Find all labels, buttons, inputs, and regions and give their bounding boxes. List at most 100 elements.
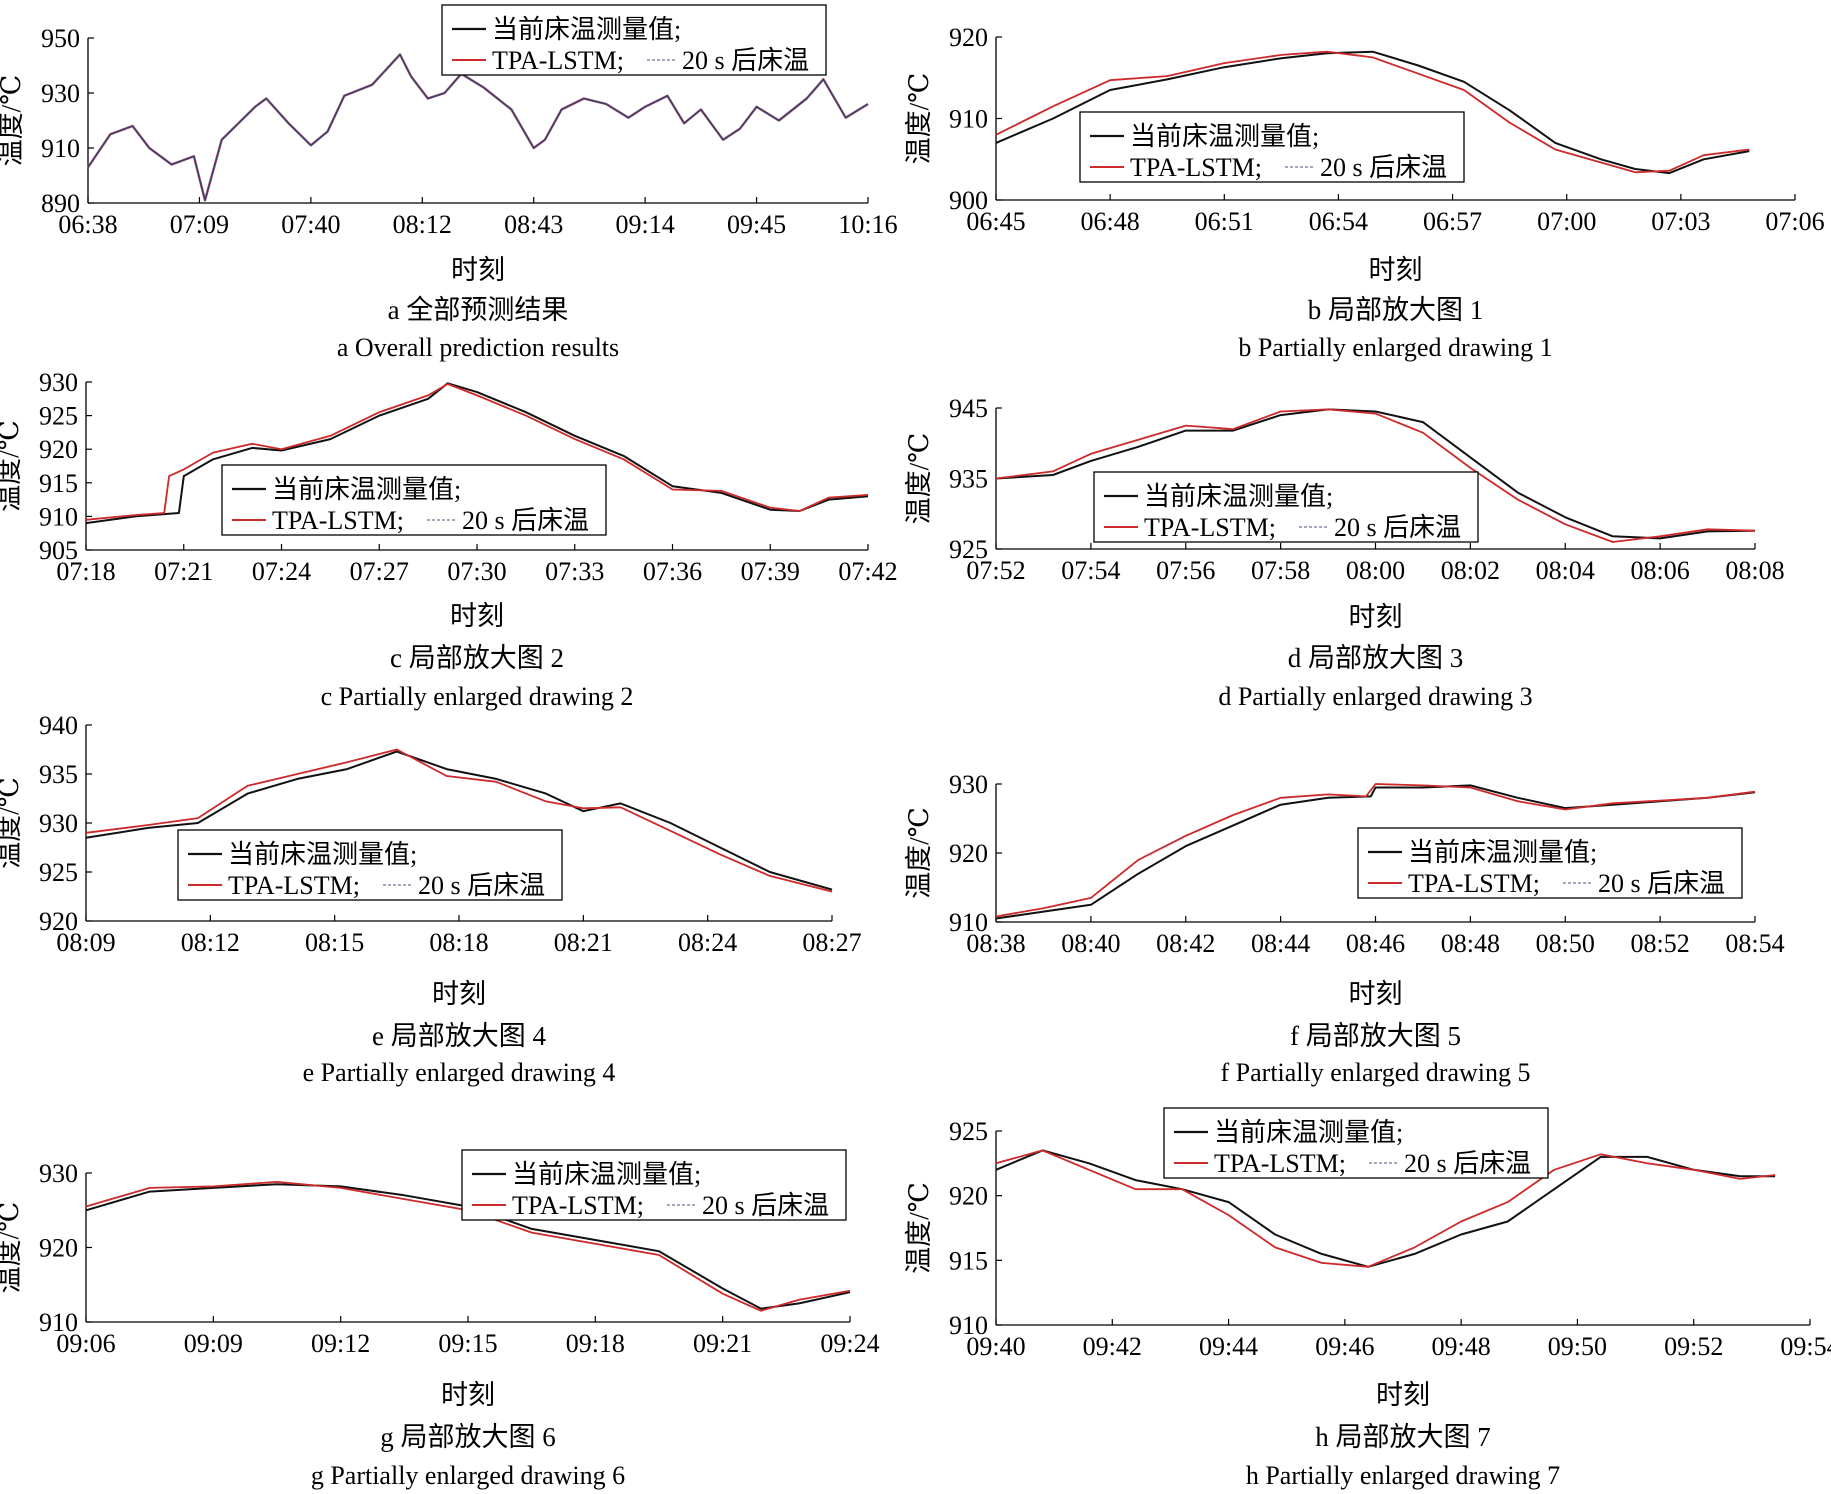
y-axis-label: 温度/℃ (904, 433, 934, 525)
x-tick-label: 09:48 (1432, 1332, 1491, 1361)
y-tick-label: 945 (949, 394, 988, 423)
x-axis-label: 时刻 (1369, 255, 1423, 285)
y-axis-label: 温度/℃ (0, 1202, 24, 1294)
x-axis-label: 时刻 (1376, 1380, 1430, 1410)
x-tick-label: 09:45 (727, 210, 786, 239)
legend-label-future: 20 s 后床温 (682, 46, 809, 75)
legend: 当前床温测量值;TPA-LSTM; 20 s 后床温 (441, 4, 827, 76)
y-axis-label: 温度/℃ (0, 420, 24, 512)
x-tick-label: 08:27 (802, 928, 861, 957)
legend-label-model: TPA-LSTM; (1214, 1149, 1346, 1178)
y-axis-label: 温度/℃ (904, 73, 934, 165)
series-line-measured (85, 750, 833, 891)
legend-label-model: TPA-LSTM; (1130, 153, 1262, 182)
legend: 当前床温测量值;TPA-LSTM; 20 s 后床温 (221, 464, 607, 536)
y-tick-label: 920 (39, 907, 78, 936)
y-tick-label: 925 (39, 858, 78, 887)
legend-label-model: TPA-LSTM; (1408, 869, 1540, 898)
y-tick-label: 910 (39, 502, 78, 531)
series-line-measured (995, 784, 1756, 920)
x-tick-label: 07:18 (56, 557, 115, 586)
legend-label-model: TPA-LSTM; (228, 871, 360, 900)
legend: 当前床温测量值;TPA-LSTM; 20 s 后床温 (1357, 827, 1743, 899)
y-tick-label: 920 (949, 839, 988, 868)
y-tick-label: 920 (949, 1182, 988, 1211)
legend-label-measured: 当前床温测量值; (1408, 838, 1597, 867)
caption-cn: g 局部放大图 6 (380, 1422, 556, 1452)
x-tick-label: 08:09 (56, 928, 115, 957)
legend-label-future: 20 s 后床温 (702, 1191, 829, 1220)
series-line-measured (995, 50, 1750, 175)
legend-label-future: 20 s 后床温 (1320, 153, 1447, 182)
y-tick-label: 930 (39, 809, 78, 838)
x-tick-label: 09:24 (820, 1329, 879, 1358)
y-tick-label: 925 (949, 535, 988, 564)
y-tick-label: 915 (949, 1246, 988, 1275)
y-tick-label: 905 (39, 536, 78, 565)
x-tick-label: 09:06 (56, 1329, 115, 1358)
chart-g: 09:06 09:09 09:12 09:15 09:18 09:21 09:24 910 92… (0, 1149, 880, 1490)
x-tick-label: 08:12 (181, 928, 240, 957)
y-tick-label: 915 (39, 469, 78, 498)
legend: 当前床温测量值;TPA-LSTM; 20 s 后床温 (461, 1149, 847, 1221)
caption-en: e Partially enlarged drawing 4 (303, 1058, 616, 1087)
legend-label-model: TPA-LSTM; (272, 506, 404, 535)
caption-cn: c 局部放大图 2 (390, 643, 564, 673)
x-tick-label: 08:15 (305, 928, 364, 957)
x-tick-label: 07:58 (1251, 556, 1310, 585)
chart-f: 08:38 08:40 08:42 08:44 08:46 08:48 08:50 08:52… (904, 770, 1785, 1087)
x-tick-label: 09:52 (1664, 1332, 1723, 1361)
series-line-model (995, 1149, 1776, 1268)
x-tick-label: 09:44 (1199, 1332, 1258, 1361)
legend-label-measured: 当前床温测量值; (1130, 122, 1319, 151)
caption-cn: h 局部放大图 7 (1315, 1422, 1491, 1452)
x-tick-label: 09:15 (438, 1329, 497, 1358)
x-tick-label: 07:36 (643, 557, 702, 586)
x-tick-label: 08:54 (1725, 929, 1784, 958)
x-tick-label: 07:54 (1061, 556, 1120, 585)
x-tick-label: 09:54 (1780, 1332, 1831, 1361)
x-tick-label: 09:14 (616, 210, 675, 239)
x-tick-label: 10:16 (838, 210, 897, 239)
x-tick-label: 09:46 (1315, 1332, 1374, 1361)
series-line-measured (87, 53, 869, 201)
x-tick-label: 07:30 (447, 557, 506, 586)
x-tick-label: 09:12 (311, 1329, 370, 1358)
y-tick-label: 920 (39, 435, 78, 464)
caption-en: d Partially enlarged drawing 3 (1218, 682, 1532, 711)
x-tick-label: 07:56 (1156, 556, 1215, 585)
x-tick-label: 07:06 (1765, 207, 1824, 236)
legend-box (221, 464, 607, 536)
x-tick-label: 08:52 (1631, 929, 1690, 958)
legend-box (1163, 1107, 1549, 1179)
caption-en: b Partially enlarged drawing 1 (1238, 333, 1552, 362)
x-tick-label: 08:04 (1536, 556, 1595, 585)
legend-label-model: TPA-LSTM; (512, 1191, 644, 1220)
y-tick-label: 930 (39, 1159, 78, 1188)
y-tick-label: 910 (949, 1311, 988, 1340)
x-axis-label: 时刻 (451, 255, 505, 285)
x-tick-label: 08:00 (1346, 556, 1405, 585)
legend-label-measured: 当前床温测量值; (492, 15, 681, 44)
caption-cn: f 局部放大图 5 (1290, 1021, 1461, 1051)
y-axis-label: 温度/℃ (0, 75, 26, 167)
chart-b: 06:45 06:48 06:51 06:54 06:57 07:00 07:03 07:06… (904, 23, 1825, 362)
x-axis-label: 时刻 (450, 601, 504, 631)
chart-h: 09:40 09:42 09:44 09:46 09:48 09:50 09:52 09:54… (904, 1107, 1831, 1490)
series-line-model (85, 748, 833, 893)
x-tick-label: 08:02 (1441, 556, 1500, 585)
y-tick-label: 890 (41, 189, 80, 218)
legend-label-future: 20 s 后床温 (462, 506, 589, 535)
series-line-measured (995, 1149, 1776, 1268)
legend: 当前床温测量值;TPA-LSTM; 20 s 后床温 (177, 829, 563, 901)
x-tick-label: 08:08 (1725, 556, 1784, 585)
chart-d: 07:52 07:54 07:56 07:58 08:00 08:02 08:04 08:06… (904, 394, 1785, 711)
x-tick-label: 07:09 (170, 210, 229, 239)
legend-label-model: TPA-LSTM; (1144, 513, 1276, 542)
y-tick-label: 935 (949, 465, 988, 494)
x-tick-label: 09:50 (1548, 1332, 1607, 1361)
series-line-model (995, 408, 1756, 543)
caption-en: f Partially enlarged drawing 5 (1221, 1058, 1531, 1087)
x-tick-label: 07:42 (838, 557, 897, 586)
x-tick-label: 08:43 (504, 210, 563, 239)
